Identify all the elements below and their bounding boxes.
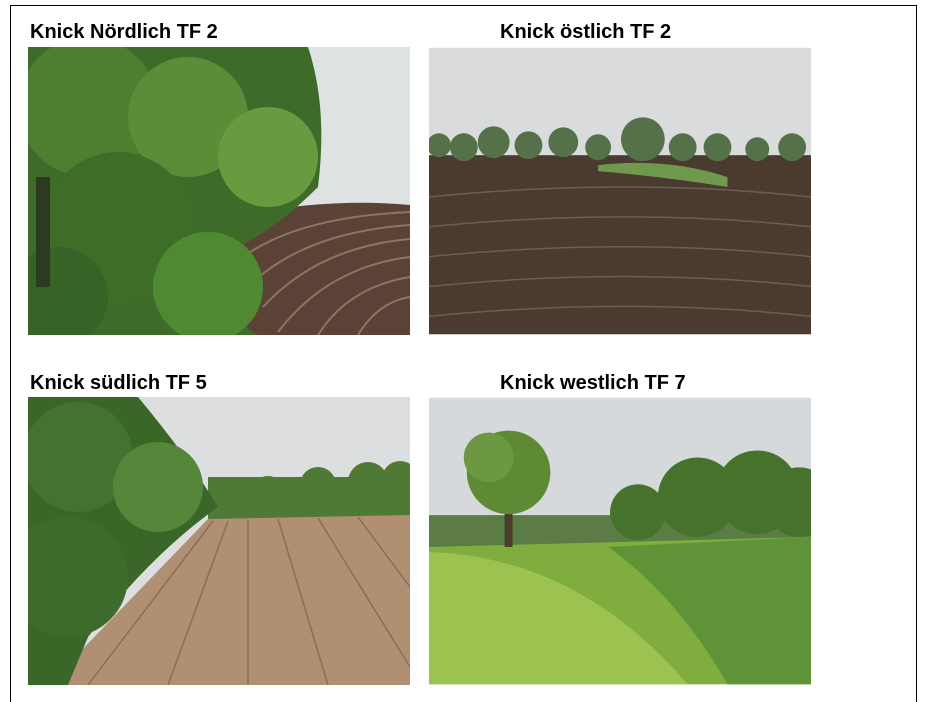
photo — [28, 397, 410, 685]
photo — [429, 47, 811, 335]
photo — [28, 47, 410, 335]
caption: Knick Nördlich TF 2 — [30, 20, 218, 44]
caption: Knick westlich TF 7 — [500, 371, 686, 395]
caption: Knick südlich TF 5 — [30, 371, 207, 395]
photo — [429, 397, 811, 685]
caption: Knick östlich TF 2 — [500, 20, 671, 44]
